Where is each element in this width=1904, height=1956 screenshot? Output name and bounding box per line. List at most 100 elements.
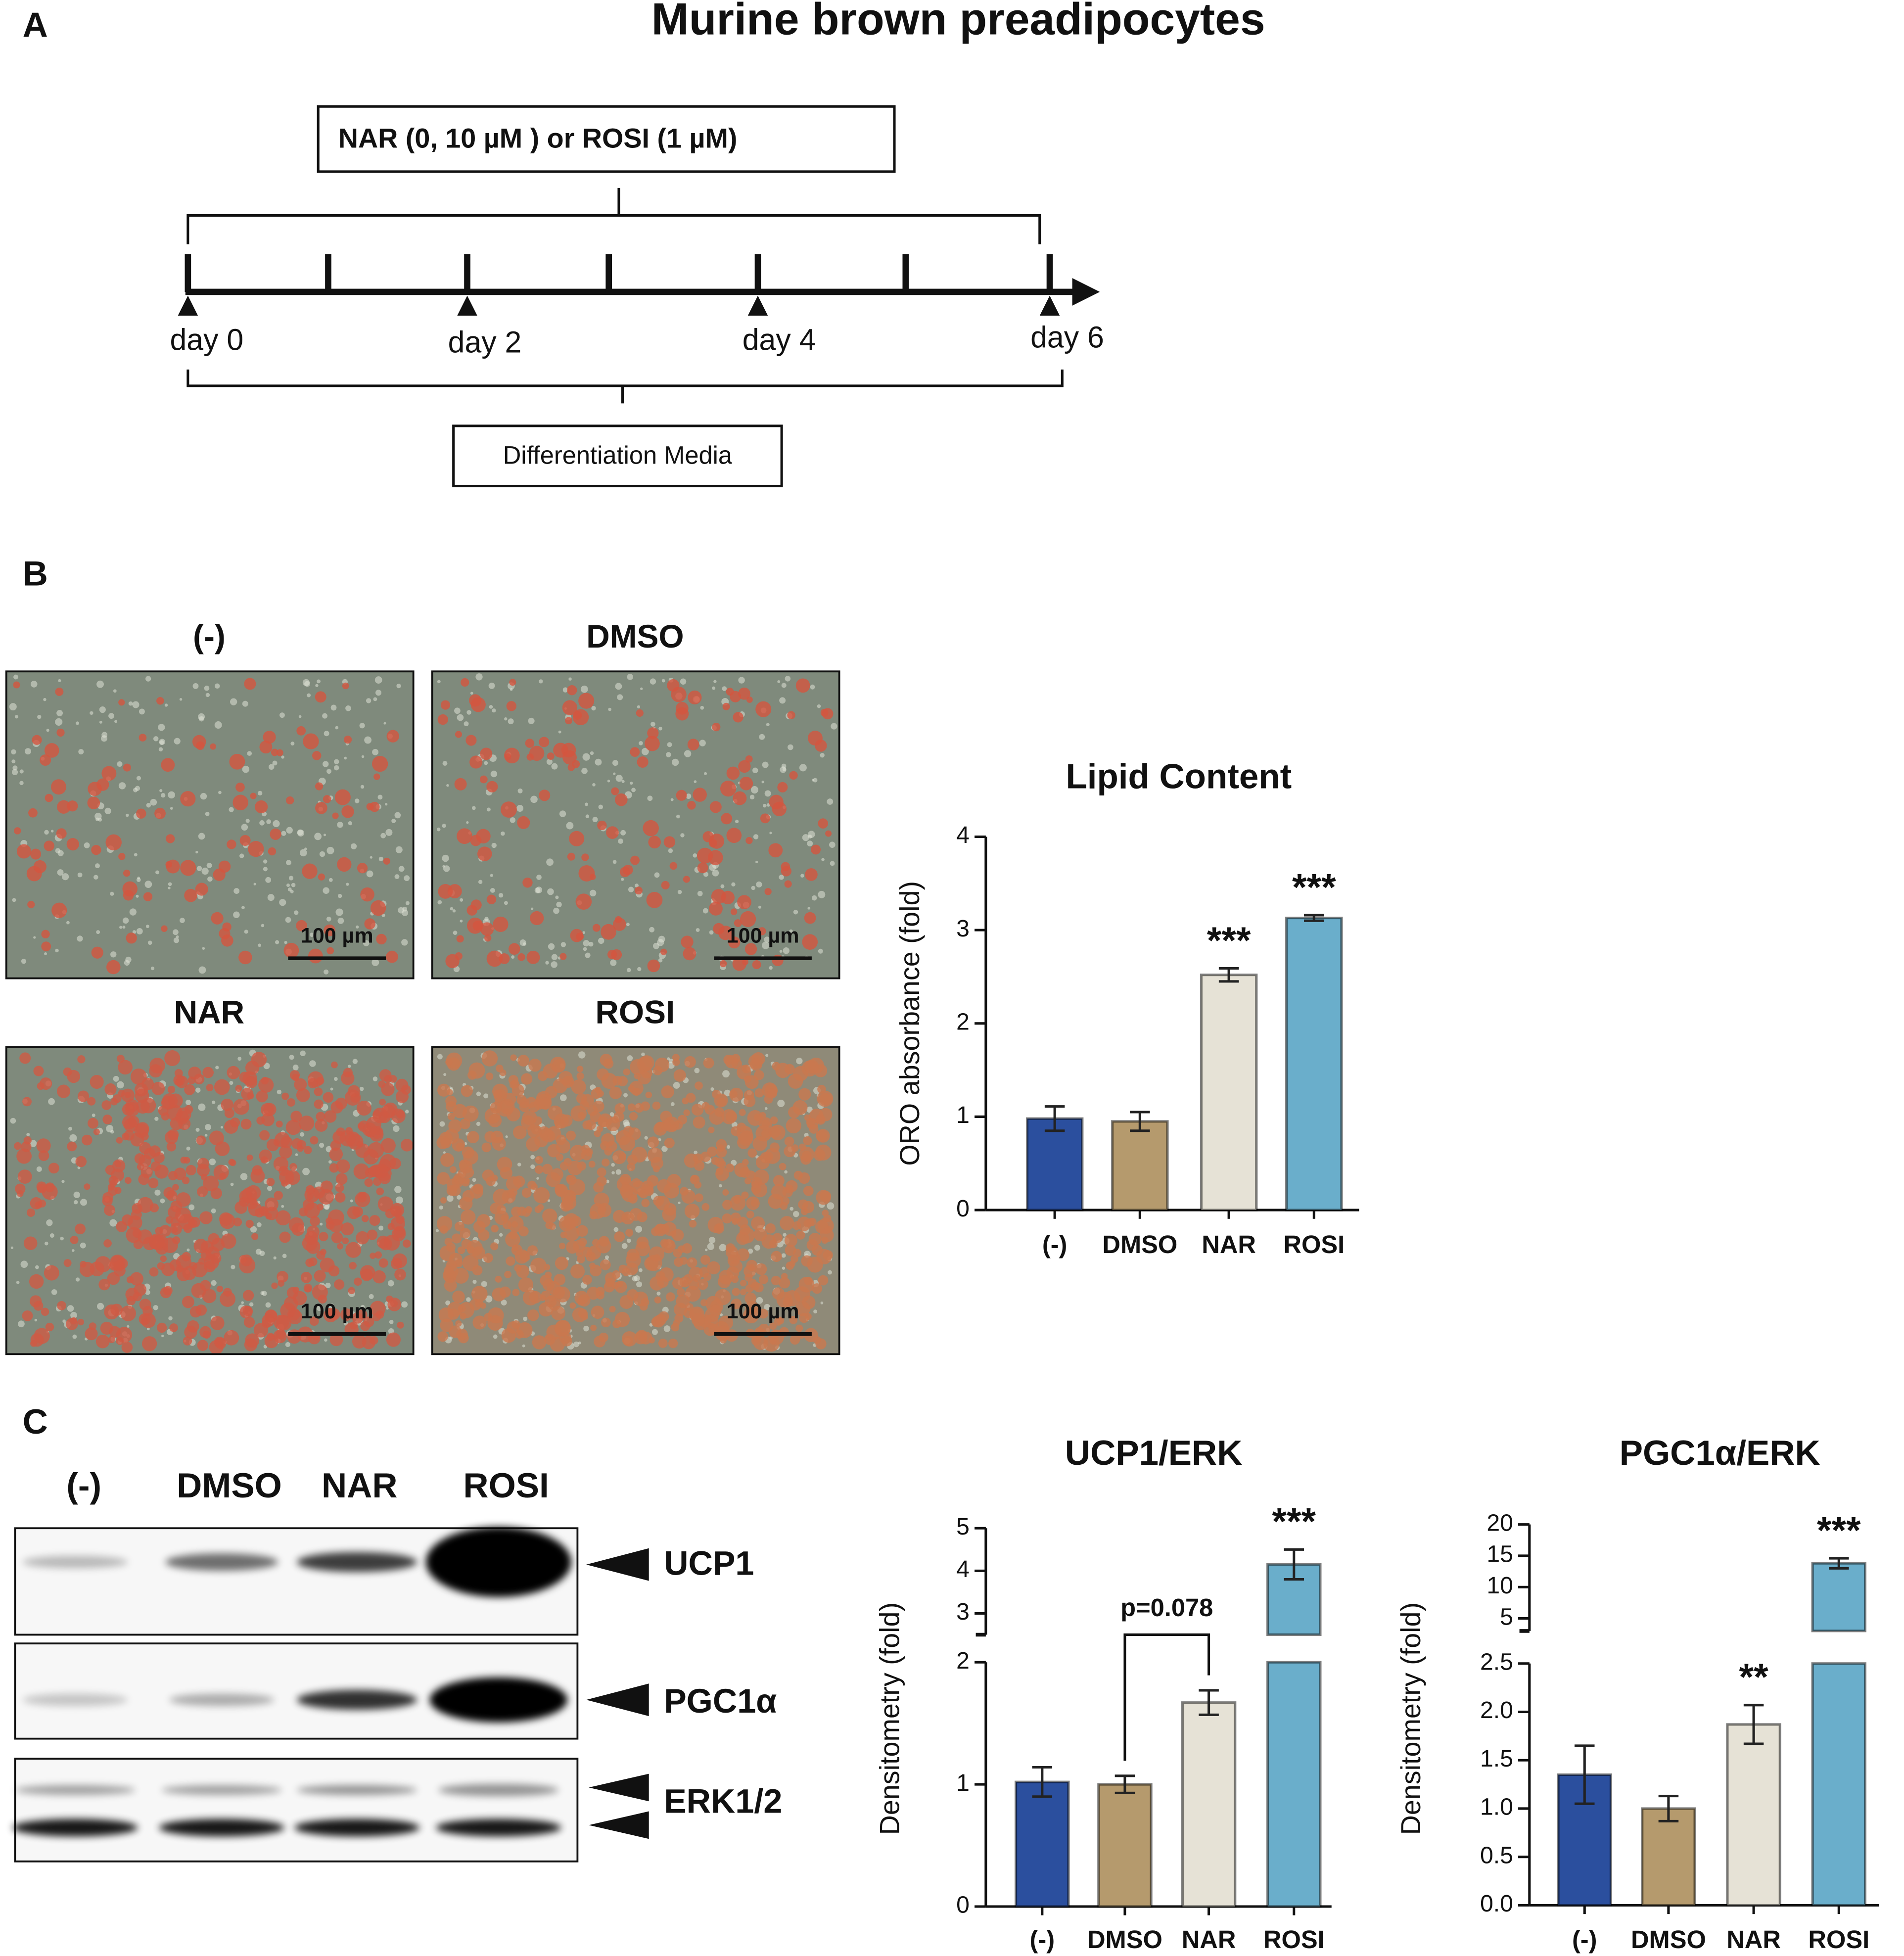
cell — [818, 948, 823, 954]
lipid-droplet — [156, 697, 164, 705]
cell — [720, 884, 725, 888]
lipid-droplet — [85, 1327, 98, 1341]
blot-band — [12, 1818, 138, 1837]
lipid-droplet — [77, 1055, 86, 1064]
lipid-droplet — [183, 1336, 192, 1346]
lipid-droplet — [458, 1169, 466, 1178]
x-tick-label: NAR — [1202, 1230, 1256, 1258]
blot-band — [425, 1527, 571, 1597]
cell — [450, 907, 454, 911]
lipid-droplet — [45, 1182, 55, 1193]
lipid-droplet — [506, 1107, 520, 1121]
cell — [326, 916, 331, 922]
lipid-droplet — [707, 1146, 717, 1157]
lipid-droplet — [34, 1328, 50, 1344]
lipid-droplet — [378, 1172, 391, 1184]
lipid-droplet — [314, 1270, 326, 1282]
figure-title: Murine brown preadipocytes — [651, 0, 1265, 45]
lipid-droplet — [271, 1282, 278, 1289]
lipid-droplet — [437, 714, 448, 725]
lipid-droplet — [370, 1253, 376, 1259]
blot-band — [159, 1818, 284, 1837]
lipid-droplet — [367, 1229, 378, 1240]
lipid-droplet — [163, 1286, 173, 1296]
lipid-droplet — [770, 1116, 778, 1124]
cell — [211, 1208, 216, 1213]
cell — [476, 1121, 481, 1126]
lipid-droplet — [739, 1224, 751, 1236]
lipid-droplet — [197, 1158, 209, 1169]
lipid-droplet — [369, 1215, 380, 1226]
cell — [650, 678, 656, 685]
lipid-droplet — [376, 1187, 384, 1196]
lipid-droplet — [238, 950, 252, 965]
band-label: PGC1α — [664, 1682, 777, 1720]
lipid-droplet — [161, 925, 168, 932]
blot-band — [297, 1552, 418, 1572]
lipid-droplet — [581, 1247, 592, 1257]
cell — [612, 860, 617, 864]
lipid-droplet — [154, 1164, 169, 1179]
lipid-droplet — [265, 1197, 279, 1211]
cell — [35, 1265, 39, 1269]
lipid-droplet — [176, 1265, 184, 1273]
lipid-droplet — [596, 1287, 605, 1296]
lipid-droplet — [396, 1215, 405, 1224]
lipid-droplet — [142, 1305, 153, 1316]
lipid-droplet — [509, 679, 516, 686]
cell — [673, 1082, 680, 1089]
lipid-droplet — [376, 933, 387, 945]
error-bar — [1574, 1744, 1595, 1805]
lipid-droplet — [33, 1066, 44, 1076]
lipid-droplet — [288, 1217, 304, 1233]
cell — [697, 890, 703, 896]
lipid-droplet — [728, 936, 741, 949]
lipid-droplet — [467, 1246, 475, 1254]
lipid-droplet — [178, 1118, 191, 1130]
cell — [44, 830, 49, 835]
lipid-droplet — [731, 1299, 742, 1309]
lipid-droplet — [44, 743, 59, 758]
micrograph-frame — [431, 670, 840, 979]
brace — [186, 369, 1064, 404]
lipid-droplet — [669, 862, 678, 870]
cell — [256, 1222, 262, 1227]
lipid-droplet — [342, 682, 349, 690]
cell — [443, 1073, 447, 1076]
lipid-droplet — [530, 911, 544, 926]
significance-label: *** — [1292, 866, 1336, 908]
lipid-droplet — [740, 1289, 747, 1296]
lipid-droplet — [45, 1322, 54, 1332]
cell — [490, 874, 493, 877]
cell — [361, 755, 365, 758]
cell — [324, 731, 329, 737]
lipid-droplet — [647, 959, 660, 973]
lipid-droplet — [437, 1331, 448, 1342]
lipid-droplet — [276, 1329, 286, 1340]
lipid-droplet — [186, 1164, 196, 1176]
lipid-droplet — [803, 1185, 814, 1196]
lipid-droplet — [578, 865, 595, 882]
cell — [707, 1243, 714, 1250]
cell — [486, 807, 491, 812]
lipid-droplet — [154, 807, 166, 819]
lipid-droplet — [131, 1209, 142, 1220]
lipid-droplet — [243, 1316, 255, 1328]
lipid-droplet — [676, 1288, 685, 1297]
cell — [626, 968, 631, 973]
micrograph-frame — [5, 670, 415, 979]
lipid-droplet — [547, 752, 555, 760]
lipid-droplet — [126, 932, 137, 944]
lipid-droplet — [725, 1055, 739, 1069]
x-tick-label: DMSO — [1631, 1925, 1706, 1954]
cell — [279, 712, 285, 718]
lipid-droplet — [672, 1277, 685, 1290]
cell — [262, 1291, 267, 1296]
cell — [129, 908, 137, 916]
lipid-droplet — [548, 1294, 556, 1302]
blot-membrane — [14, 1758, 579, 1863]
lipid-droplet — [789, 1316, 798, 1324]
lipid-droplet — [566, 1174, 577, 1185]
cell — [158, 747, 163, 751]
